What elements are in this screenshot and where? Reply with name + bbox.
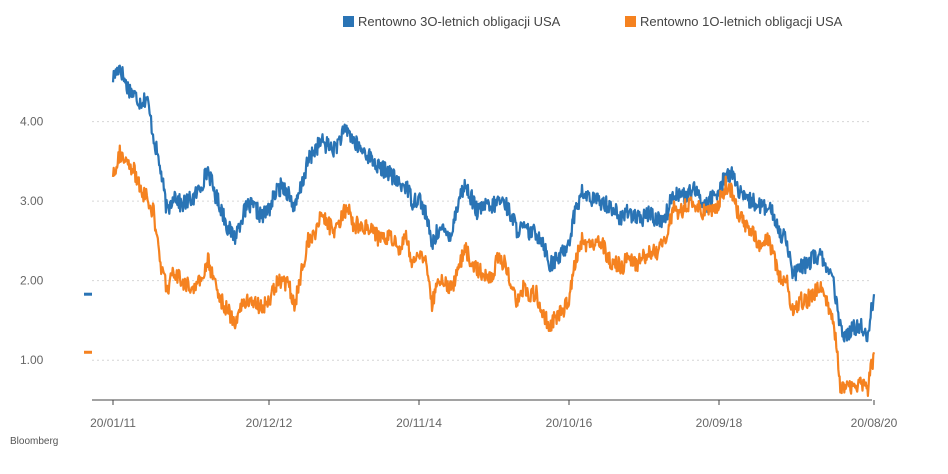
y-tick-label: 1.00 xyxy=(20,353,44,367)
legend: Rentowno 3O-letnich obligacji USA Rentow… xyxy=(343,14,843,29)
y-tick-label: 4.00 xyxy=(20,115,44,129)
legend-label-10y: Rentowno 1O-letnich obligacji USA xyxy=(640,14,843,29)
series-lines xyxy=(111,64,876,397)
x-tick-label: 20/11/14 xyxy=(396,416,442,430)
x-tick-label: 20/08/20 xyxy=(851,416,898,430)
y-axis-ticks: 1.00 2.00 3.00 4.00 xyxy=(20,115,44,368)
series-line-10y xyxy=(111,144,876,397)
x-tick-label: 20/10/16 xyxy=(546,416,593,430)
last-value-markers xyxy=(84,292,92,354)
x-tick-label: 20/01/11 xyxy=(90,416,136,430)
legend-swatch-10y xyxy=(625,16,636,27)
x-tick-label: 20/09/18 xyxy=(696,416,743,430)
x-axis-ticks: 20/01/11 20/12/12 20/11/14 20/10/16 20/09/18… xyxy=(90,400,898,430)
y-tick-label: 3.00 xyxy=(20,194,44,208)
legend-swatch-30y xyxy=(343,16,354,27)
y-tick-label: 2.00 xyxy=(20,274,44,288)
series-line-30y xyxy=(111,64,876,343)
source-label: Bloomberg xyxy=(10,436,59,447)
legend-label-30y: Rentowno 3O-letnich obligacji USA xyxy=(358,14,561,29)
x-tick-label: 20/12/12 xyxy=(246,416,293,430)
